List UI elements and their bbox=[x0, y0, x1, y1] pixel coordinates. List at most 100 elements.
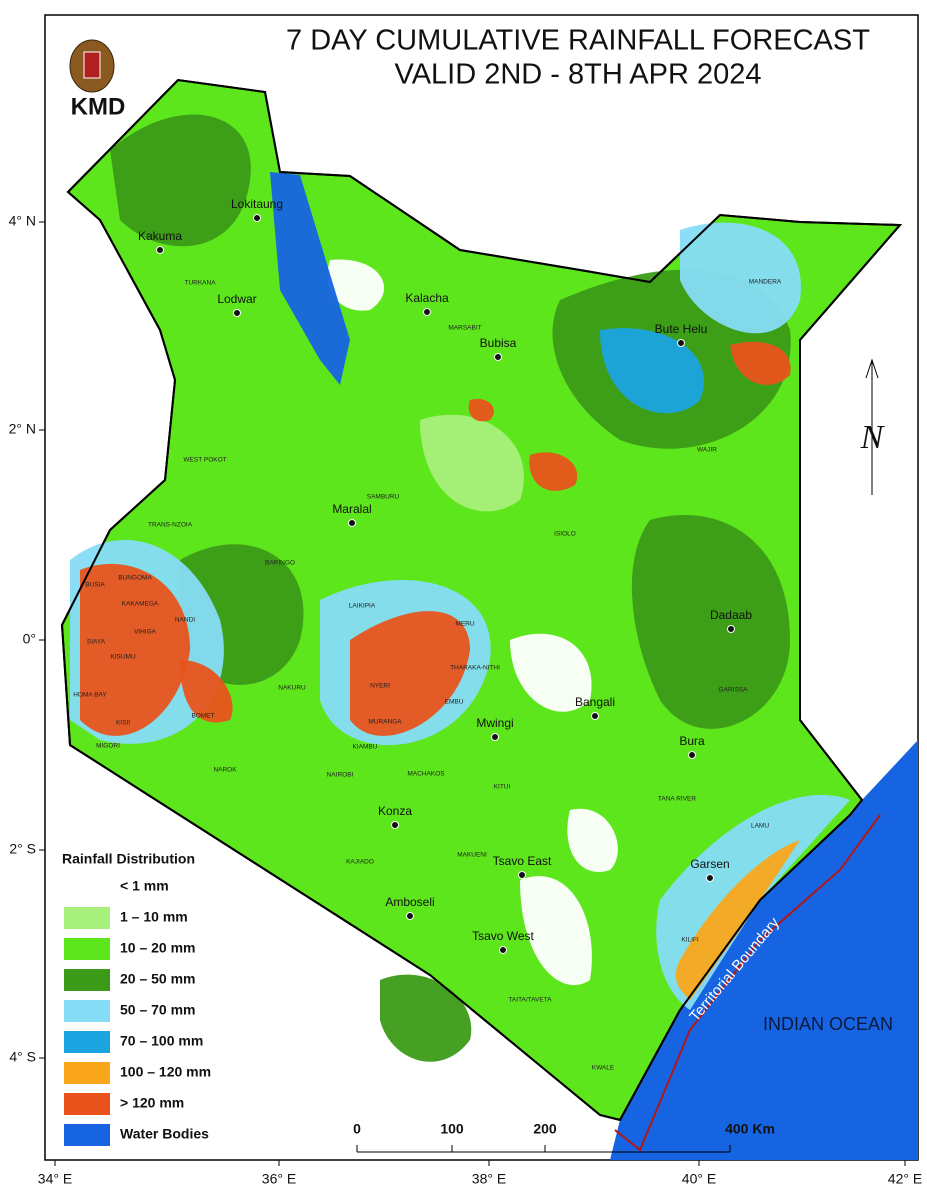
region-label: LAMU bbox=[751, 823, 769, 830]
region-label: TANA RIVER bbox=[658, 796, 696, 803]
rainfall-zone bbox=[600, 328, 704, 414]
region-label: THARAKA-NITHI bbox=[450, 665, 500, 672]
region-label: BUSIA bbox=[85, 582, 105, 589]
rainfall-zone bbox=[110, 114, 251, 247]
region-label: KAKAMEGA bbox=[122, 601, 159, 608]
region-label: TRANS-NZOIA bbox=[148, 522, 193, 529]
town-label: Garsen bbox=[690, 857, 729, 871]
legend-label: > 120 mm bbox=[120, 1095, 184, 1111]
town-dot bbox=[233, 309, 241, 317]
lon-label: 42° E bbox=[888, 1171, 922, 1187]
legend-label: 20 – 50 mm bbox=[120, 971, 196, 987]
rainfall-zone bbox=[631, 515, 790, 729]
legend-swatch bbox=[64, 1000, 110, 1022]
town-label: Maralal bbox=[332, 502, 371, 516]
region-label: KIAMBU bbox=[353, 744, 378, 751]
region-label: VIHIGA bbox=[134, 629, 157, 636]
legend-swatch bbox=[64, 1031, 110, 1053]
town-label: Kalacha bbox=[405, 291, 449, 305]
legend-swatch bbox=[64, 907, 110, 929]
ocean-label: INDIAN OCEAN bbox=[763, 1014, 893, 1034]
region-label: BUNGOMA bbox=[118, 575, 152, 582]
region-label: BOMET bbox=[191, 713, 214, 720]
north-label: N bbox=[860, 419, 886, 456]
town-dot bbox=[156, 246, 164, 254]
country-outline bbox=[60, 78, 903, 1122]
region-label: ISIOLO bbox=[554, 531, 576, 538]
scale-label: 0 bbox=[353, 1121, 361, 1137]
rainfall-zone bbox=[730, 341, 791, 385]
town-label: Mwingi bbox=[476, 716, 513, 730]
town-label: Bangali bbox=[575, 695, 615, 709]
legend-swatch bbox=[64, 876, 110, 898]
scale-label: 400 Km bbox=[725, 1121, 775, 1137]
legend-swatch bbox=[64, 1093, 110, 1115]
legend-label: 70 – 100 mm bbox=[120, 1033, 203, 1049]
region-label: NANDI bbox=[175, 617, 195, 624]
region-label: KISUMU bbox=[110, 654, 136, 661]
town-label: Amboseli bbox=[385, 895, 434, 909]
town-label: Dadaab bbox=[710, 608, 752, 622]
region-label: WEST POKOT bbox=[183, 457, 226, 464]
region-label: KAJIADO bbox=[346, 859, 374, 866]
town-dot bbox=[518, 871, 526, 879]
legend-label: 10 – 20 mm bbox=[120, 940, 196, 956]
region-label: MANDERA bbox=[749, 279, 782, 286]
rainfall-zone bbox=[529, 452, 578, 491]
region-label: TURKANA bbox=[184, 280, 216, 287]
north-arrow bbox=[865, 358, 879, 495]
town-label: Bura bbox=[679, 734, 705, 748]
town-label: Bute Helu bbox=[655, 322, 708, 336]
rainfall-zone bbox=[420, 414, 524, 512]
town-label: Kakuma bbox=[138, 229, 182, 243]
region-label: SIAYA bbox=[87, 639, 106, 646]
region-label: MACHAKOS bbox=[407, 771, 445, 778]
territorial-boundary bbox=[614, 814, 881, 1152]
town-dot bbox=[391, 821, 399, 829]
town-dot bbox=[591, 712, 599, 720]
legend-swatch bbox=[64, 938, 110, 960]
legend-label: 1 – 10 mm bbox=[120, 909, 188, 925]
scale-label: 100 bbox=[440, 1121, 464, 1137]
town-label: Tsavo East bbox=[493, 854, 552, 868]
lat-label: 4° N bbox=[9, 213, 36, 229]
town-label: Konza bbox=[378, 804, 412, 818]
town-label: Bubisa bbox=[480, 336, 517, 350]
lon-label: 36° E bbox=[262, 1171, 296, 1187]
town-dot bbox=[706, 874, 714, 882]
rainfall-zone bbox=[380, 974, 472, 1062]
region-label: LAIKIPIA bbox=[349, 603, 376, 610]
region-label: EMBU bbox=[445, 699, 464, 706]
region-label: NAKURU bbox=[278, 685, 306, 692]
lat-label: 2° N bbox=[9, 421, 36, 437]
region-label: KISII bbox=[116, 720, 130, 727]
rainfall-zone bbox=[468, 399, 494, 422]
legend-label: 50 – 70 mm bbox=[120, 1002, 196, 1018]
region-label: HOMA BAY bbox=[73, 692, 107, 699]
region-label: KWALE bbox=[592, 1065, 615, 1072]
town-dot bbox=[423, 308, 431, 316]
lat-label: 0° bbox=[23, 631, 36, 647]
rainfall-zone bbox=[350, 611, 470, 736]
town-dot bbox=[499, 946, 507, 954]
rainfall-zone bbox=[180, 660, 233, 723]
town-dot bbox=[688, 751, 696, 759]
region-label: GARISSA bbox=[719, 687, 749, 694]
lon-label: 40° E bbox=[682, 1171, 716, 1187]
town-dot bbox=[494, 353, 502, 361]
region-label: NAIROBI bbox=[327, 772, 354, 779]
rainfall-zone bbox=[680, 222, 801, 334]
scale-label: 200 bbox=[533, 1121, 557, 1137]
label-layer: 34° E 36° E 38° E 40° E 42° E 4° N 2° N 0° 2° S 4… bbox=[9, 197, 923, 1187]
region-label: KITUI bbox=[494, 784, 511, 791]
town-dot bbox=[677, 339, 685, 347]
region-label: WAJIR bbox=[697, 447, 717, 454]
rainfall-zone bbox=[80, 563, 190, 736]
region-label: TAITA/TAVETA bbox=[508, 997, 552, 1004]
rainfall-zone bbox=[270, 172, 350, 385]
rainfall-zone bbox=[675, 840, 800, 1000]
region-label: BARINGO bbox=[265, 560, 295, 567]
town-label: Lodwar bbox=[217, 292, 256, 306]
lat-label: 4° S bbox=[9, 1049, 36, 1065]
